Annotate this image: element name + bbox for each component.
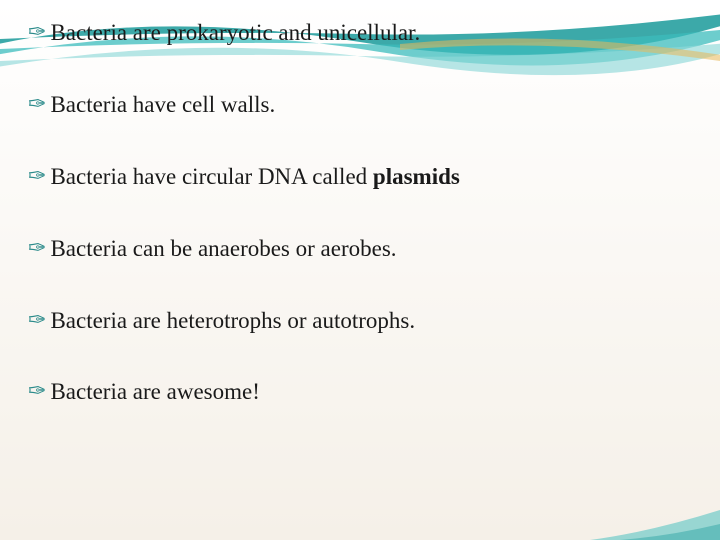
decorative-corner-bottom <box>560 490 720 540</box>
bullet-text: Bacteria can be anaerobes or aerobes. <box>50 234 396 264</box>
bullet-text: Bacteria are prokaryotic and unicellular… <box>50 18 420 48</box>
bullet-item: ✑ Bacteria are awesome! <box>28 377 692 407</box>
bullet-text: Bacteria have circular DNA called plasmi… <box>50 162 459 192</box>
bullet-text: Bacteria have cell walls. <box>50 90 275 120</box>
bullet-text: Bacteria are awesome! <box>50 377 259 407</box>
bullet-icon: ✑ <box>28 90 46 119</box>
bullet-item: ✑ Bacteria have circular DNA called plas… <box>28 162 692 192</box>
bullet-icon: ✑ <box>28 377 46 406</box>
bullet-icon: ✑ <box>28 18 46 47</box>
bullet-item: ✑ Bacteria can be anaerobes or aerobes. <box>28 234 692 264</box>
bullet-item: ✑ Bacteria are prokaryotic and unicellul… <box>28 18 692 48</box>
bold-term: plasmids <box>373 164 460 189</box>
bullet-item: ✑ Bacteria have cell walls. <box>28 90 692 120</box>
bullet-icon: ✑ <box>28 162 46 191</box>
bullet-text: Bacteria are heterotrophs or autotrophs. <box>50 306 415 336</box>
slide-content: ✑ Bacteria are prokaryotic and unicellul… <box>0 0 720 469</box>
bullet-item: ✑ Bacteria are heterotrophs or autotroph… <box>28 306 692 336</box>
bullet-icon: ✑ <box>28 306 46 335</box>
bullet-icon: ✑ <box>28 234 46 263</box>
